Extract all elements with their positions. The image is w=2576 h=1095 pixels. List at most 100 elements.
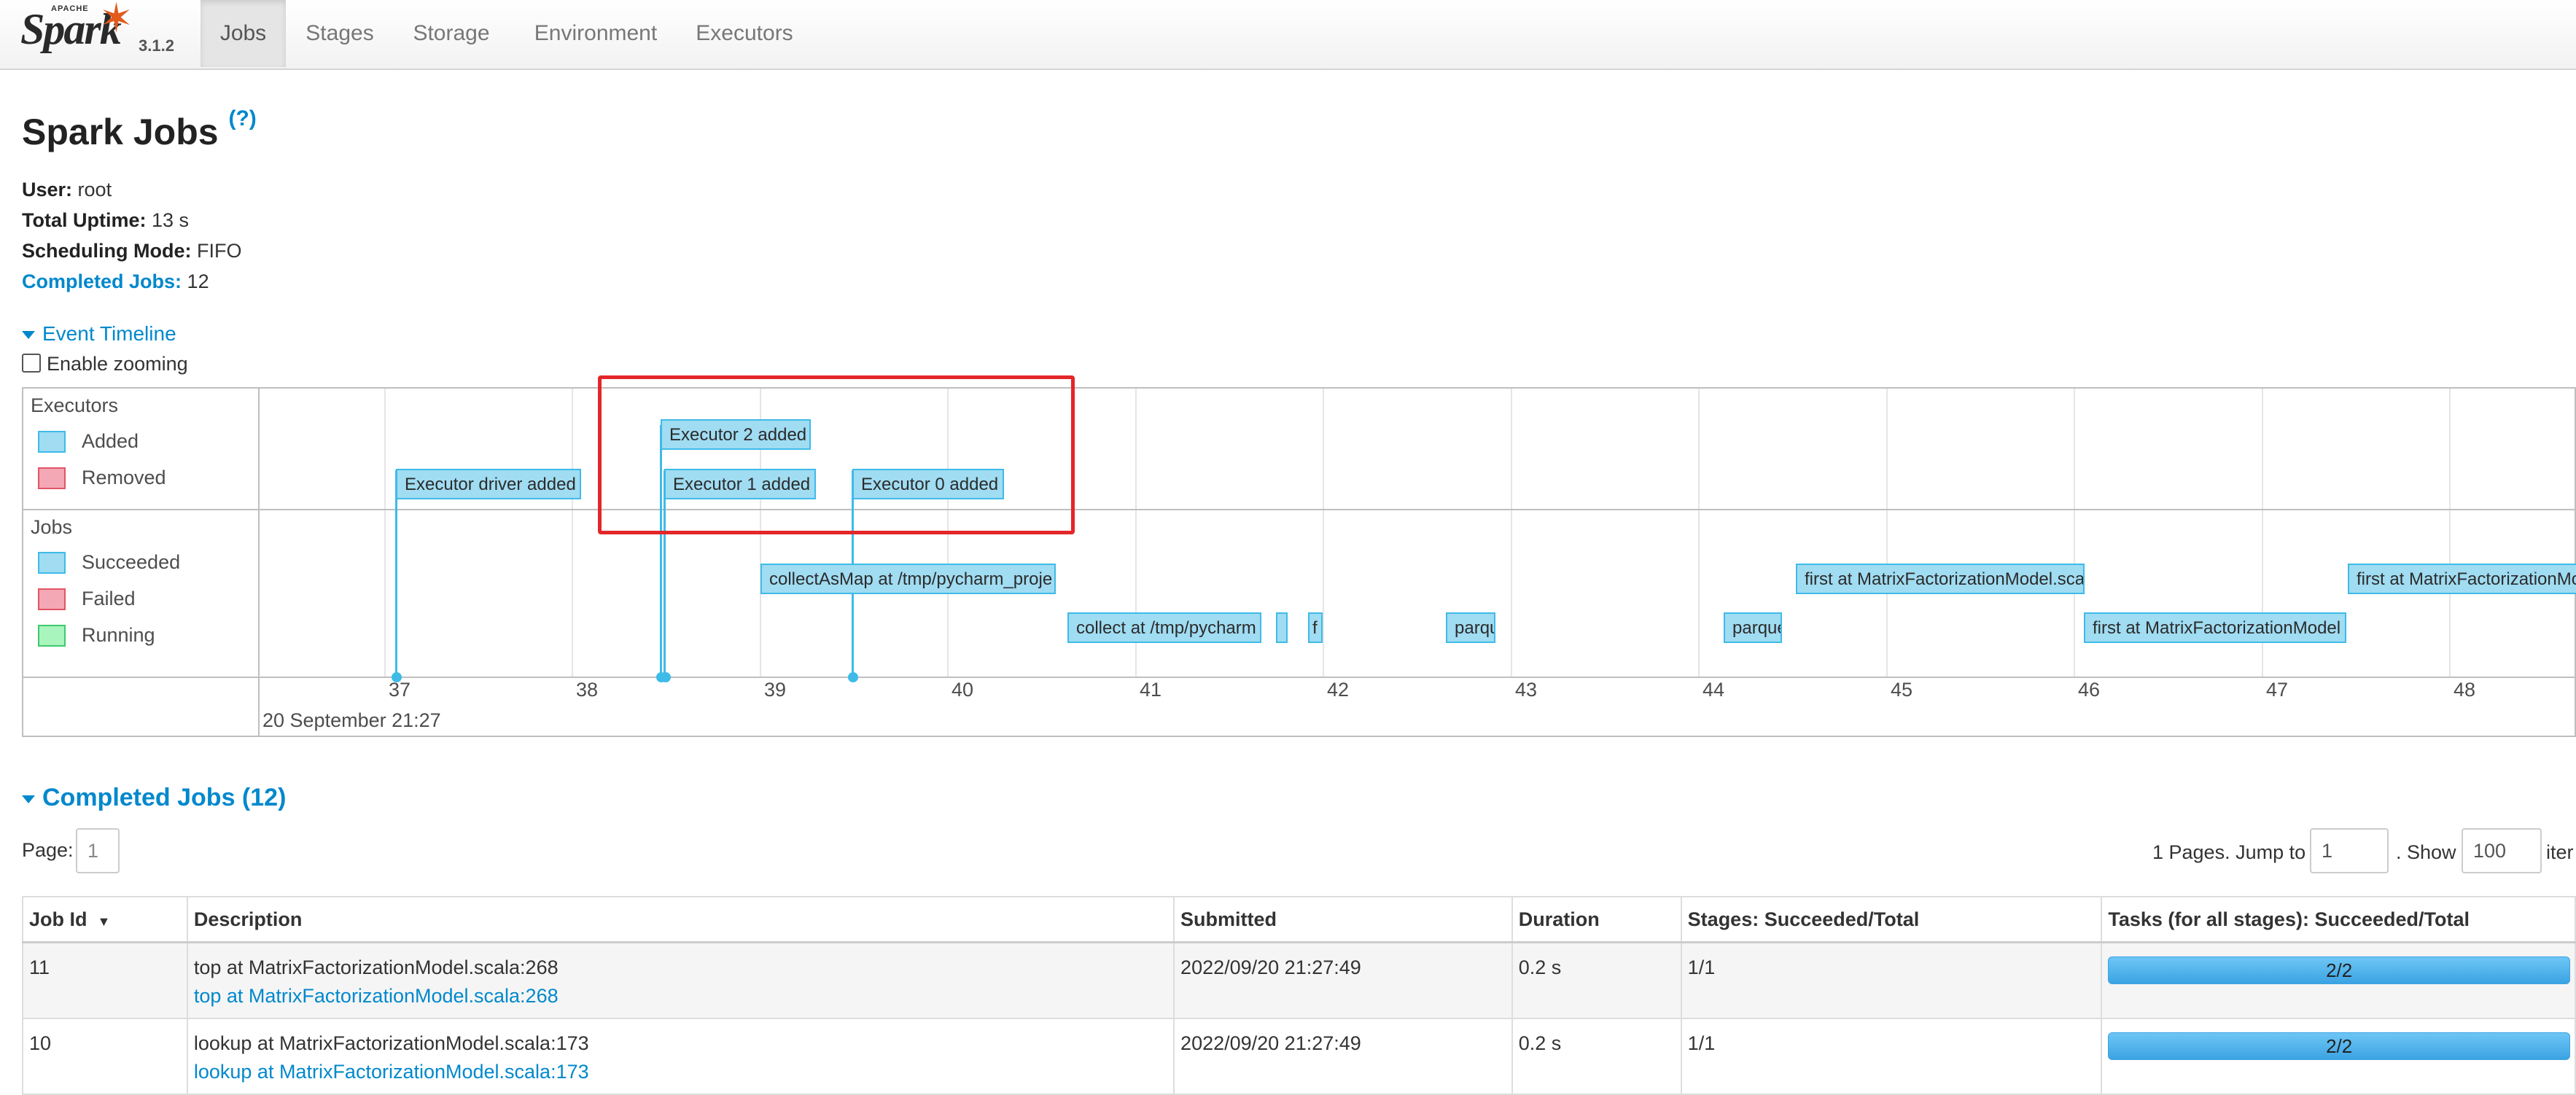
tab-storage[interactable]: Storage — [413, 21, 490, 45]
duration-cell: 0.2 s — [1511, 941, 1682, 1019]
navbar: Spark APACHE ✶ 3.1.2 Jobs Stages Storage… — [0, 0, 2576, 70]
column-header-submitted[interactable]: Submitted — [1173, 896, 1513, 943]
failed-swatch — [38, 588, 66, 610]
tasks-cell: 2/2 — [2101, 1017, 2576, 1095]
column-header-duration[interactable]: Duration — [1511, 896, 1682, 943]
tasks-progress-bar: 2/2 — [2108, 956, 2570, 984]
jobs-group-label: Jobs — [31, 516, 73, 538]
description-cell: top at MatrixFactorizationModel.scala:26… — [186, 941, 1175, 1019]
page-title: Spark Jobs (?) — [22, 106, 257, 152]
page-size-input[interactable]: 100 — [2462, 828, 2542, 873]
event-timeline[interactable]: Executors Added Removed Jobs Succeeded F… — [22, 387, 2576, 737]
table-row: 10 lookup at MatrixFactorizationModel.sc… — [22, 1017, 2576, 1095]
tick-label: 46 — [2078, 679, 2101, 701]
completed-jobs-table: Job Id ▼ Description Submitted Duration S… — [22, 896, 2576, 1095]
pages-text: 1 Pages. Jump to — [2152, 841, 2306, 863]
tick-label: 41 — [1140, 679, 1162, 701]
stages-cell: 1/1 — [1680, 1017, 2103, 1095]
uptime-info: Total Uptime: 13 s — [22, 209, 190, 231]
collapse-arrow-icon — [22, 331, 35, 340]
help-link[interactable]: (?) — [228, 106, 257, 131]
executors-group-label: Executors — [31, 394, 119, 416]
executor-2-added-event[interactable]: Executor 2 added — [661, 419, 811, 450]
brand-version: 3.1.2 — [139, 36, 174, 55]
enable-zooming-checkbox[interactable] — [22, 354, 41, 373]
tick-label: 39 — [764, 679, 787, 701]
tick-label: 43 — [1515, 679, 1538, 701]
completed-jobs-info: Completed Jobs: 12 — [22, 270, 209, 292]
job-event-first-3[interactable]: first at MatrixFactorizationMo — [2348, 564, 2576, 594]
tick-label: 38 — [576, 679, 599, 701]
job-id-cell: 11 — [22, 941, 188, 1019]
tab-stages[interactable]: Stages — [306, 21, 374, 45]
job-event-collect[interactable]: collect at /tmp/pycharm — [1067, 612, 1261, 643]
table-row: 11 top at MatrixFactorizationModel.scala… — [22, 941, 2576, 1019]
column-header-stages[interactable]: Stages: Succeeded/Total — [1680, 896, 2103, 943]
tab-jobs[interactable]: Jobs — [201, 0, 286, 67]
job-event-first-2[interactable]: first at MatrixFactorizationModel — [2084, 612, 2346, 643]
tick-label: 47 — [2266, 679, 2289, 701]
tab-executors[interactable]: Executors — [696, 21, 793, 45]
tick-label: 48 — [2454, 679, 2476, 701]
job-event-collectasmap[interactable]: collectAsMap at /tmp/pycharm_proje — [760, 564, 1056, 594]
collapse-arrow-icon — [22, 795, 35, 803]
job-event-first-1[interactable]: first at MatrixFactorizationModel.sca — [1796, 564, 2085, 594]
job-event-small[interactable] — [1276, 612, 1288, 643]
highlight-annotation — [598, 375, 1075, 534]
job-id-cell: 10 — [22, 1017, 188, 1095]
duration-cell: 0.2 s — [1511, 1017, 1682, 1095]
job-event-f[interactable]: f — [1308, 612, 1323, 643]
job-event-parquet-1[interactable]: parqu — [1446, 612, 1495, 643]
added-swatch — [38, 431, 66, 453]
items-text: iter — [2546, 841, 2574, 863]
added-label: Added — [82, 430, 139, 452]
executor-0-added-event[interactable]: Executor 0 added — [852, 469, 1004, 499]
completed-jobs-link[interactable]: Completed Jobs: — [22, 270, 182, 292]
job-event-parquet-2[interactable]: parque — [1724, 612, 1782, 643]
spark-logo[interactable]: Spark APACHE ✶ 3.1.2 — [17, 0, 200, 67]
show-text: . Show — [2396, 841, 2456, 863]
event-dot — [392, 672, 402, 682]
tick-label: 44 — [1703, 679, 1725, 701]
page-label: Page: — [22, 839, 74, 861]
column-header-description[interactable]: Description — [186, 896, 1175, 943]
executor-1-added-event[interactable]: Executor 1 added — [664, 469, 816, 499]
tick-label: 45 — [1891, 679, 1913, 701]
spark-star-icon: ✶ — [99, 0, 133, 41]
tasks-progress-bar: 2/2 — [2108, 1032, 2570, 1060]
removed-label: Removed — [82, 467, 166, 488]
succeeded-label: Succeeded — [82, 551, 181, 573]
enable-zooming-label: Enable zooming — [47, 353, 188, 375]
column-header-tasks[interactable]: Tasks (for all stages): Succeeded/Total — [2101, 896, 2576, 943]
failed-label: Failed — [82, 588, 136, 609]
column-header-job-id[interactable]: Job Id ▼ — [22, 896, 188, 943]
job-description-link[interactable]: lookup at MatrixFactorizationModel.scala… — [193, 1060, 589, 1083]
job-description-link[interactable]: top at MatrixFactorizationModel.scala:26… — [193, 985, 559, 1007]
scheduling-mode-info: Scheduling Mode: FIFO — [22, 240, 242, 262]
removed-swatch — [38, 467, 66, 489]
submitted-cell: 2022/09/20 21:27:49 — [1173, 1017, 1513, 1095]
tick-label: 42 — [1327, 679, 1350, 701]
page-number[interactable]: 1 — [76, 828, 120, 873]
tab-environment[interactable]: Environment — [534, 21, 658, 45]
jump-to-input[interactable]: 1 — [2310, 828, 2389, 873]
tick-label: 37 — [389, 679, 411, 701]
brand-name: Spark — [20, 5, 122, 53]
tasks-cell: 2/2 — [2101, 941, 2576, 1019]
event-timeline-toggle[interactable]: Event Timeline — [22, 322, 176, 346]
executor-driver-added-event[interactable]: Executor driver added — [396, 469, 581, 499]
description-cell: lookup at MatrixFactorizationModel.scala… — [186, 1017, 1175, 1095]
completed-jobs-toggle[interactable]: Completed Jobs (12) — [22, 784, 286, 812]
succeeded-swatch — [38, 552, 66, 574]
submitted-cell: 2022/09/20 21:27:49 — [1173, 941, 1513, 1019]
running-swatch — [38, 625, 66, 647]
user-info: User: root — [22, 179, 112, 200]
sort-desc-icon: ▼ — [97, 913, 111, 929]
brand-apache: APACHE — [51, 4, 89, 13]
stages-cell: 1/1 — [1680, 941, 2103, 1019]
tick-label: 40 — [952, 679, 974, 701]
running-label: Running — [82, 624, 155, 646]
event-dot — [848, 672, 858, 682]
event-dot — [661, 672, 671, 682]
timeline-date-label: 20 September 21:27 — [262, 709, 441, 731]
